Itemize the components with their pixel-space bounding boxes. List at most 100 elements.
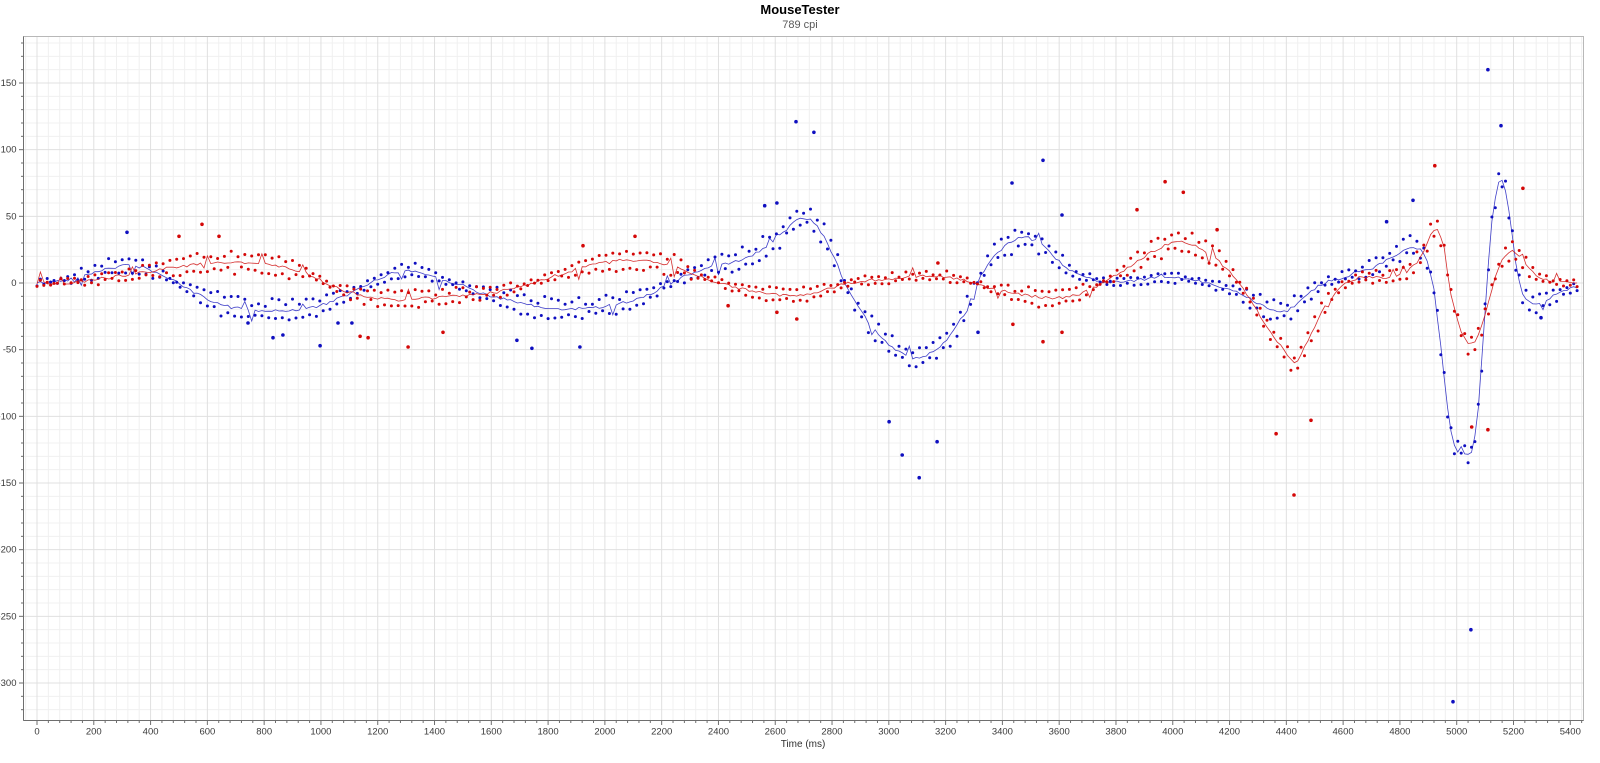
data-point	[1333, 277, 1337, 281]
x-tick-label: 2800	[821, 727, 842, 738]
data-point	[1398, 260, 1402, 263]
data-point	[958, 310, 962, 314]
outlier-point	[1469, 627, 1473, 632]
data-point	[161, 269, 165, 273]
data-point	[642, 302, 645, 306]
data-point	[1132, 269, 1136, 273]
data-point	[1139, 283, 1143, 287]
data-point	[1091, 288, 1095, 292]
data-point	[216, 257, 220, 260]
data-point	[1016, 244, 1020, 248]
data-point	[257, 302, 260, 306]
data-point	[1286, 345, 1289, 349]
data-point	[205, 270, 209, 274]
data-point	[1408, 262, 1412, 266]
data-point	[321, 282, 325, 286]
data-point	[1221, 267, 1225, 271]
data-point	[679, 272, 683, 276]
data-point	[1228, 274, 1231, 278]
data-point	[1112, 284, 1116, 287]
data-point	[1231, 284, 1235, 288]
data-point	[1149, 239, 1153, 243]
data-point	[539, 314, 543, 317]
data-point	[706, 275, 710, 279]
data-point	[1129, 256, 1133, 260]
data-point	[260, 314, 264, 318]
data-point	[1166, 247, 1170, 251]
data-point	[222, 295, 226, 299]
data-point	[1473, 440, 1477, 444]
data-point	[66, 277, 70, 280]
data-point	[781, 287, 785, 291]
data-point	[526, 312, 530, 316]
data-point	[1033, 234, 1037, 238]
data-point	[42, 283, 46, 287]
data-point	[1558, 288, 1562, 292]
data-point	[1067, 263, 1071, 267]
data-point	[420, 266, 424, 269]
data-point	[669, 273, 673, 277]
data-point	[928, 278, 932, 282]
data-point	[866, 331, 870, 335]
data-point	[52, 279, 56, 282]
outlier-point	[1309, 418, 1313, 423]
outlier-point	[406, 345, 410, 349]
data-point	[791, 227, 795, 231]
outlier-point	[1539, 315, 1543, 320]
data-point	[216, 290, 220, 293]
data-point	[839, 279, 843, 283]
outlier-point	[900, 453, 904, 457]
data-point	[952, 322, 956, 326]
data-point	[577, 296, 581, 300]
data-point	[1303, 300, 1306, 304]
x-tick-label: 800	[256, 727, 272, 738]
data-point	[829, 238, 833, 242]
data-point	[597, 254, 601, 257]
data-point	[93, 273, 97, 277]
data-point	[877, 275, 881, 279]
data-point	[1541, 279, 1545, 283]
x-axis-label: Time (ms)	[780, 739, 826, 750]
data-point	[178, 274, 182, 277]
data-point	[1033, 289, 1037, 292]
data-point	[693, 266, 697, 270]
data-point	[628, 266, 632, 270]
data-point	[686, 268, 690, 272]
x-tick-label: 2000	[594, 727, 615, 738]
data-point	[607, 312, 611, 315]
data-point	[662, 286, 666, 290]
data-point	[400, 289, 404, 293]
data-point	[287, 277, 291, 281]
data-point	[403, 275, 407, 279]
data-point	[1459, 451, 1463, 455]
data-point	[1136, 276, 1140, 280]
data-point	[955, 281, 959, 285]
data-point	[1333, 287, 1337, 291]
data-point	[904, 270, 908, 274]
data-point	[130, 277, 134, 281]
data-point	[1347, 268, 1351, 272]
data-point	[239, 315, 243, 319]
data-point	[362, 288, 366, 292]
data-point	[1555, 299, 1559, 303]
data-point	[638, 288, 642, 292]
data-point	[900, 278, 904, 281]
data-point	[941, 277, 945, 281]
data-point	[154, 264, 158, 268]
outlier-point	[976, 330, 980, 335]
data-point	[795, 288, 799, 292]
data-point	[1176, 271, 1180, 275]
data-point	[751, 295, 754, 299]
data-point	[553, 278, 557, 282]
data-point	[1279, 336, 1283, 340]
data-point	[209, 255, 213, 259]
data-point	[570, 300, 574, 304]
data-point	[1176, 231, 1180, 235]
data-point	[870, 275, 874, 279]
data-point	[1095, 283, 1099, 287]
data-point	[410, 273, 414, 277]
data-point	[1091, 278, 1095, 282]
x-tick-label: 4000	[1162, 727, 1183, 738]
data-point	[485, 297, 489, 301]
data-point	[611, 296, 615, 300]
